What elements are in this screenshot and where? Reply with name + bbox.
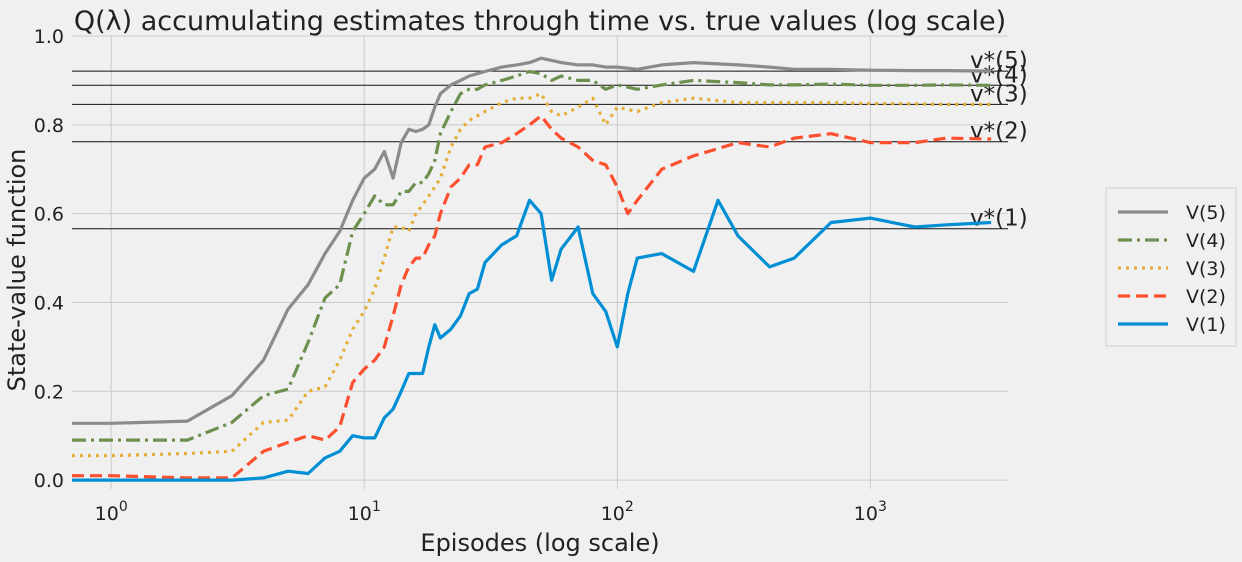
x-tick-base: 10 [601, 503, 625, 525]
y-axis-ticks: 0.0 0.2 0.4 0.6 0.8 1.0 [34, 26, 64, 492]
series-line-1 [72, 69, 992, 442]
series-line-4 [72, 198, 992, 482]
y-tick-label: 1.0 [34, 26, 64, 48]
x-tick-label: 100 [95, 499, 128, 525]
series-line-2 [72, 92, 992, 458]
series-line-0 [72, 56, 992, 425]
x-tick-exponent: 1 [372, 499, 381, 515]
x-tick-base: 10 [348, 503, 372, 525]
plot-area [72, 36, 1008, 489]
x-tick-label: 103 [854, 499, 887, 525]
legend-entry: V(5) [1186, 202, 1226, 224]
chart-title: Q(λ) accumulating estimates through time… [74, 6, 1006, 37]
y-tick-label: 0.0 [34, 470, 64, 492]
x-tick-label: 101 [348, 499, 381, 525]
x-tick-label: 102 [601, 499, 634, 525]
legend-entry: V(4) [1186, 230, 1226, 252]
legend-entry: V(2) [1186, 286, 1226, 308]
y-tick-label: 0.4 [34, 292, 64, 314]
reference-line-label: v*(1) [970, 206, 1028, 232]
x-tick-exponent: 3 [878, 499, 887, 515]
x-tick-base: 10 [95, 503, 119, 525]
x-axis-label: Episodes (log scale) [420, 529, 659, 557]
legend-entry: V(1) [1186, 314, 1226, 336]
y-tick-label: 0.8 [34, 115, 64, 137]
series-lines [72, 56, 992, 482]
x-axis-ticks: 100 101 102 103 [95, 499, 887, 525]
y-tick-label: 0.2 [34, 381, 64, 403]
x-tick-exponent: 0 [119, 499, 128, 515]
legend-entry: V(3) [1186, 258, 1226, 280]
y-tick-label: 0.6 [34, 204, 64, 226]
reference-line-label: v*(2) [970, 119, 1028, 145]
legend: V(5) V(4) V(3) V(2) V(1) [1105, 187, 1237, 347]
grid-lines [72, 35, 1008, 489]
x-tick-base: 10 [854, 503, 878, 525]
x-tick-exponent: 2 [625, 499, 634, 515]
y-axis-label: State-value function [3, 149, 31, 392]
